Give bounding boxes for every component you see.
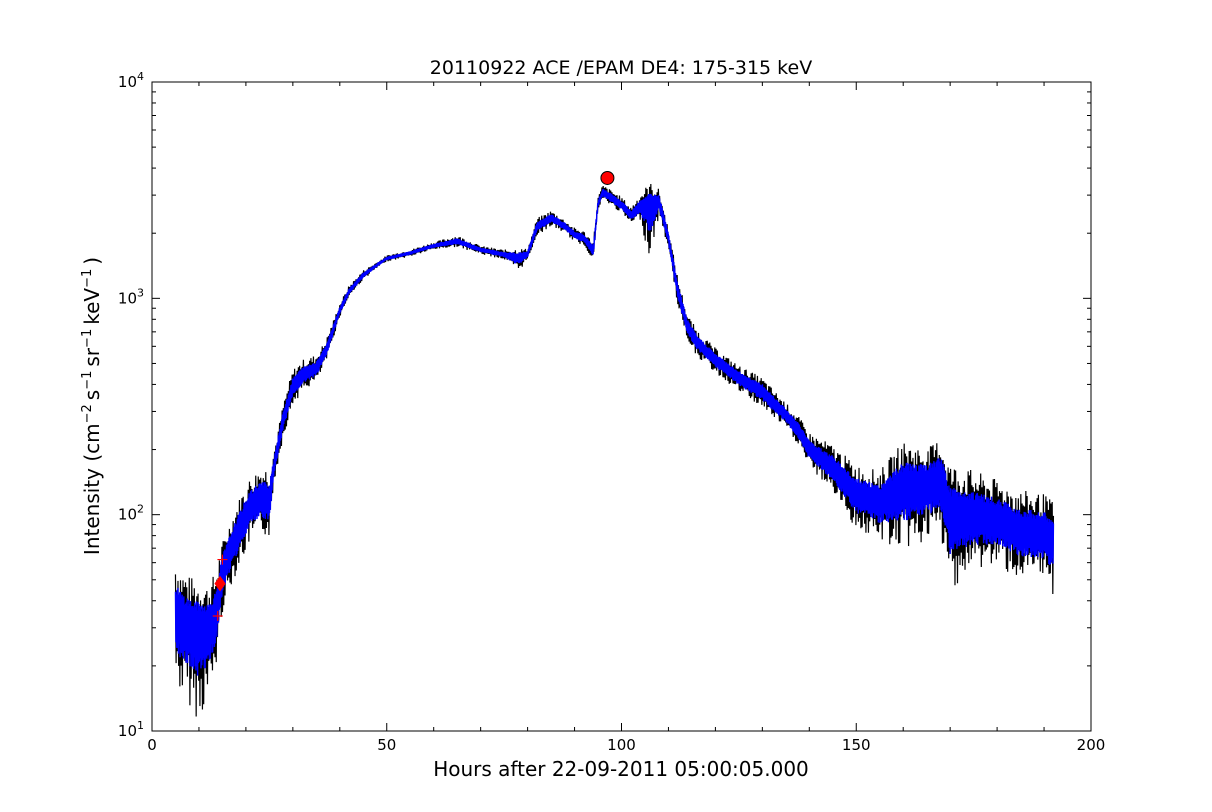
- y-tick-label: 101: [118, 719, 144, 740]
- x-tick-label: 0: [147, 736, 157, 754]
- plot-layer: [174, 170, 1055, 717]
- x-axis-label: Hours after 22-09-2011 05:00:05.000: [433, 757, 809, 781]
- smoothed-intensity-trace: [174, 188, 1055, 676]
- y-tick-label: 102: [118, 503, 144, 524]
- bound-marker: [212, 611, 223, 622]
- y-tick-label: 103: [118, 286, 144, 307]
- y-tick-label: 104: [118, 70, 144, 91]
- x-tick-label: 100: [607, 736, 636, 754]
- peak-marker: [600, 170, 615, 185]
- x-tick-label: 200: [1077, 736, 1106, 754]
- y-axis-label: Intensity (cm−2s−1sr−1keV−1): [80, 257, 104, 555]
- bound-marker: [217, 554, 228, 565]
- x-tick-label: 50: [377, 736, 396, 754]
- chart-title: 20110922 ACE /EPAM DE4: 175-315 keV: [430, 57, 812, 79]
- onset-marker: [214, 575, 226, 592]
- x-tick-label: 150: [842, 736, 871, 754]
- tick-layer: 0 50 100 150 200 101 102 103 104: [118, 70, 1105, 754]
